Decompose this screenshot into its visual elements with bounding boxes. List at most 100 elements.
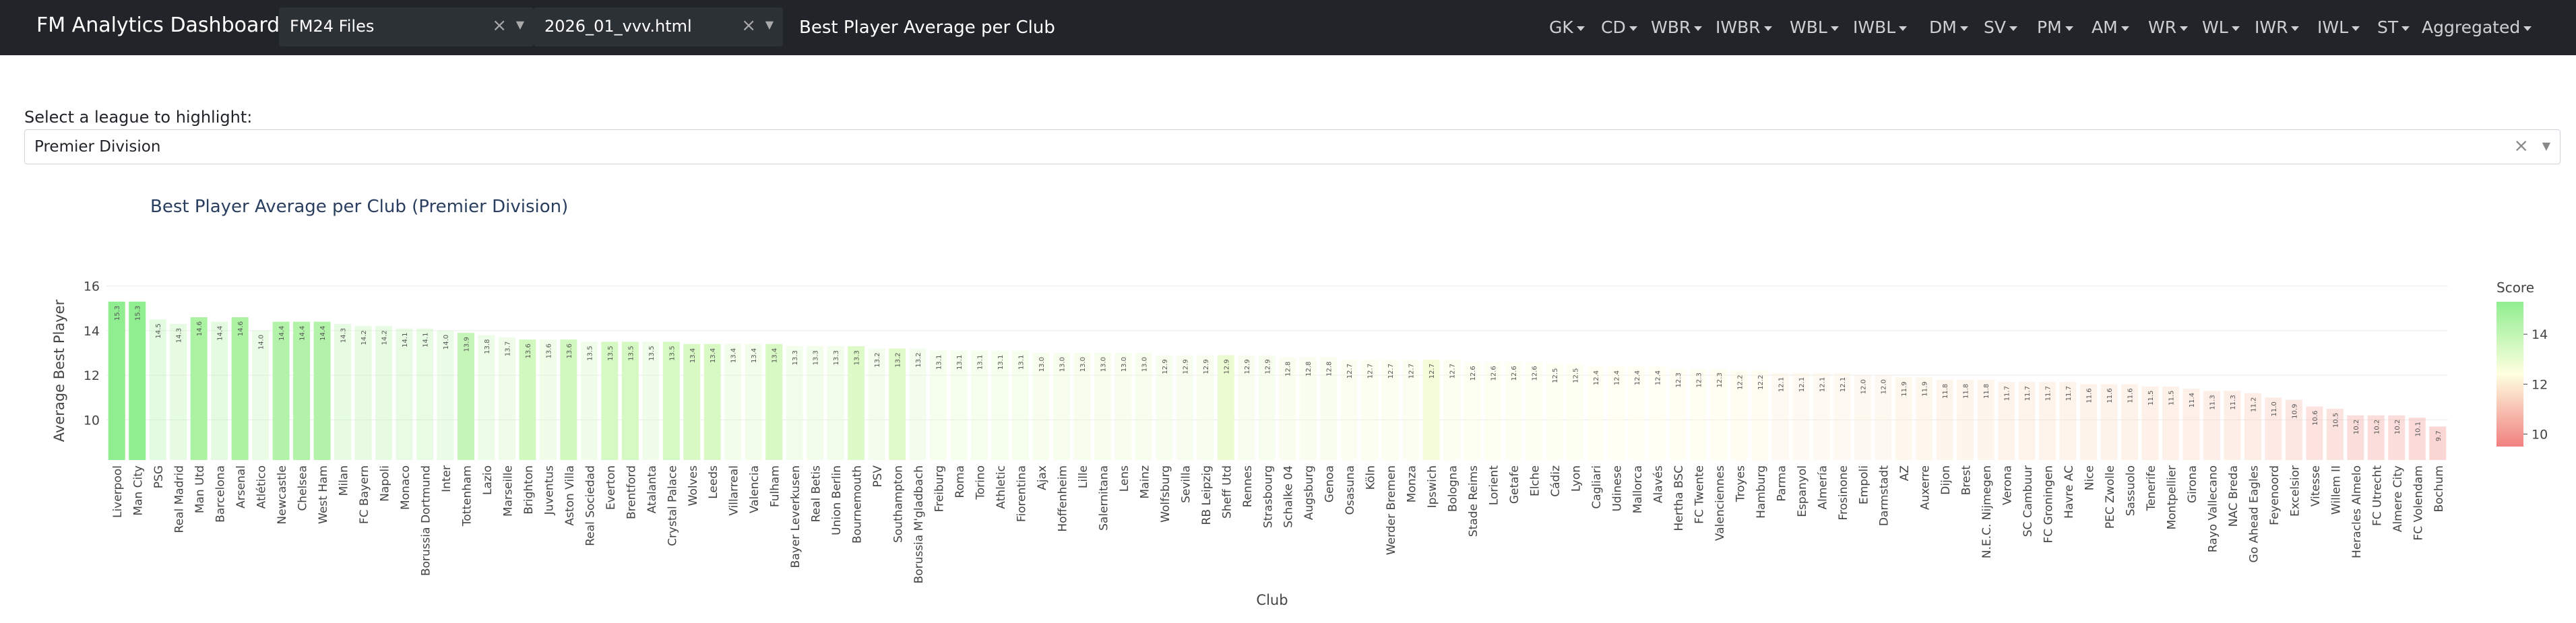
bar <box>293 321 311 460</box>
bar <box>662 341 680 460</box>
bar <box>1957 379 1974 460</box>
bar-value-label: 12.9 <box>1223 359 1230 374</box>
bar <box>539 339 557 460</box>
bar <box>1094 353 1111 460</box>
bar <box>1217 355 1234 460</box>
bar-value-label: 13.4 <box>730 348 738 363</box>
bar-value-label: 13.6 <box>566 343 573 358</box>
bar <box>2265 397 2282 460</box>
x-tick-label: Alavés <box>1652 465 1665 503</box>
x-tick-label: AZ <box>1898 465 1912 481</box>
bar-value-label: 13.4 <box>751 348 758 363</box>
bar-value-label: 12.5 <box>1572 368 1579 383</box>
menu-gk[interactable]: GK <box>1549 18 1585 37</box>
x-tick-label: Cádiz <box>1549 465 1563 497</box>
menu-wbl[interactable]: WBL <box>1790 18 1839 37</box>
caret-down-icon <box>1899 26 1908 31</box>
x-tick-label: Villarreal <box>728 465 741 516</box>
file-select[interactable]: 2026_01_vvv.html × ▼ <box>534 7 783 46</box>
menu-wl[interactable]: WL <box>2202 18 2240 37</box>
x-tick-label: Valencia <box>748 465 761 513</box>
caret-down-icon <box>1629 26 1637 31</box>
x-tick-label: Torino <box>974 465 988 500</box>
bar-value-label: 13.8 <box>484 339 491 354</box>
clear-icon[interactable]: × <box>741 15 756 36</box>
bar <box>149 319 166 460</box>
bar-value-label: 12.0 <box>1860 379 1867 394</box>
bar-value-label: 12.6 <box>1470 366 1477 381</box>
bar-value-label: 13.5 <box>586 346 594 360</box>
bar-value-label: 11.2 <box>2250 397 2257 412</box>
league-select-value: Premier Division <box>34 138 161 156</box>
x-tick-label: Hamburg <box>1755 465 1768 519</box>
x-tick-label: Tenerife <box>2145 465 2158 511</box>
menu-aggregated[interactable]: Aggregated <box>2422 18 2532 37</box>
caret-down-icon <box>2291 26 2300 31</box>
bar <box>2080 384 2098 460</box>
bar <box>560 339 577 460</box>
menu-label: IWR <box>2255 18 2288 37</box>
x-tick-label: Borussia M'gladbach <box>912 465 926 583</box>
x-tick-label: Heracles Almelo <box>2350 465 2364 558</box>
league-select[interactable]: Premier Division × ▼ <box>24 129 2561 164</box>
x-tick-label: Juventus <box>542 465 556 516</box>
clear-icon[interactable]: × <box>492 15 507 36</box>
bar-value-label: 13.5 <box>668 346 676 360</box>
bar <box>930 350 947 460</box>
menu-wr[interactable]: WR <box>2148 18 2189 37</box>
bar-value-label: 13.3 <box>792 350 799 365</box>
bar <box>272 321 290 460</box>
bar-value-label: 13.1 <box>997 355 1005 370</box>
chevron-down-icon[interactable]: ▼ <box>765 18 774 31</box>
menu-iwbr[interactable]: IWBR <box>1716 18 1772 37</box>
colorbar-tick-label: 14 <box>2532 327 2548 342</box>
chevron-down-icon[interactable]: ▼ <box>2542 139 2550 152</box>
menu-dm[interactable]: DM <box>1929 18 1968 37</box>
menu-sv[interactable]: SV <box>1984 18 2017 37</box>
bar <box>1402 359 1420 460</box>
bar <box>1464 362 1481 460</box>
x-tick-label: Montpellier <box>2165 465 2178 529</box>
x-tick-label: Almería <box>1816 465 1829 510</box>
bar <box>1771 372 1789 460</box>
bar-value-label: 14.4 <box>299 326 307 341</box>
caret-down-icon <box>2352 26 2360 31</box>
menu-iwl[interactable]: IWL <box>2317 18 2360 37</box>
bar <box>2100 384 2118 460</box>
brand-title[interactable]: FM Analytics Dashboard <box>36 13 280 37</box>
bar <box>950 350 968 460</box>
bar <box>1381 359 1399 460</box>
menu-iwbl[interactable]: IWBL <box>1853 18 1908 37</box>
menu-am[interactable]: AM <box>2092 18 2129 37</box>
clear-icon[interactable]: × <box>2513 135 2529 156</box>
x-tick-label: Liverpool <box>111 465 125 518</box>
menu-label: PM <box>2037 18 2062 37</box>
bar <box>1135 353 1152 460</box>
caret-down-icon <box>1830 26 1839 31</box>
menu-label: IWBR <box>1716 18 1761 37</box>
menu-label: Aggregated <box>2422 18 2521 37</box>
menu-pm[interactable]: PM <box>2037 18 2073 37</box>
files-select[interactable]: FM24 Files × ▼ <box>279 7 534 46</box>
bar <box>2182 389 2200 460</box>
bar-value-label: 11.5 <box>2147 391 2155 405</box>
menu-cd[interactable]: CD <box>1601 18 1637 37</box>
x-tick-label: Strasbourg <box>1261 465 1275 528</box>
bar <box>2388 415 2406 460</box>
chevron-down-icon[interactable]: ▼ <box>515 18 524 31</box>
bar-value-label: 14.1 <box>402 333 409 348</box>
bar <box>457 333 474 460</box>
bar-value-label: 12.1 <box>1778 377 1785 392</box>
bar-value-label: 11.6 <box>2106 388 2114 403</box>
menu-st[interactable]: ST <box>2377 18 2410 37</box>
x-tick-label: Köln <box>1364 465 1378 490</box>
menu-wbr[interactable]: WBR <box>1651 18 1703 37</box>
bar <box>1833 372 1851 460</box>
bar-value-label: 12.1 <box>1798 377 1806 392</box>
bar <box>601 341 619 460</box>
bar <box>1197 355 1214 460</box>
x-tick-label: Nice <box>2083 465 2097 490</box>
menu-iwr[interactable]: IWR <box>2255 18 2300 37</box>
bar <box>2244 393 2261 460</box>
bar <box>1053 353 1070 460</box>
